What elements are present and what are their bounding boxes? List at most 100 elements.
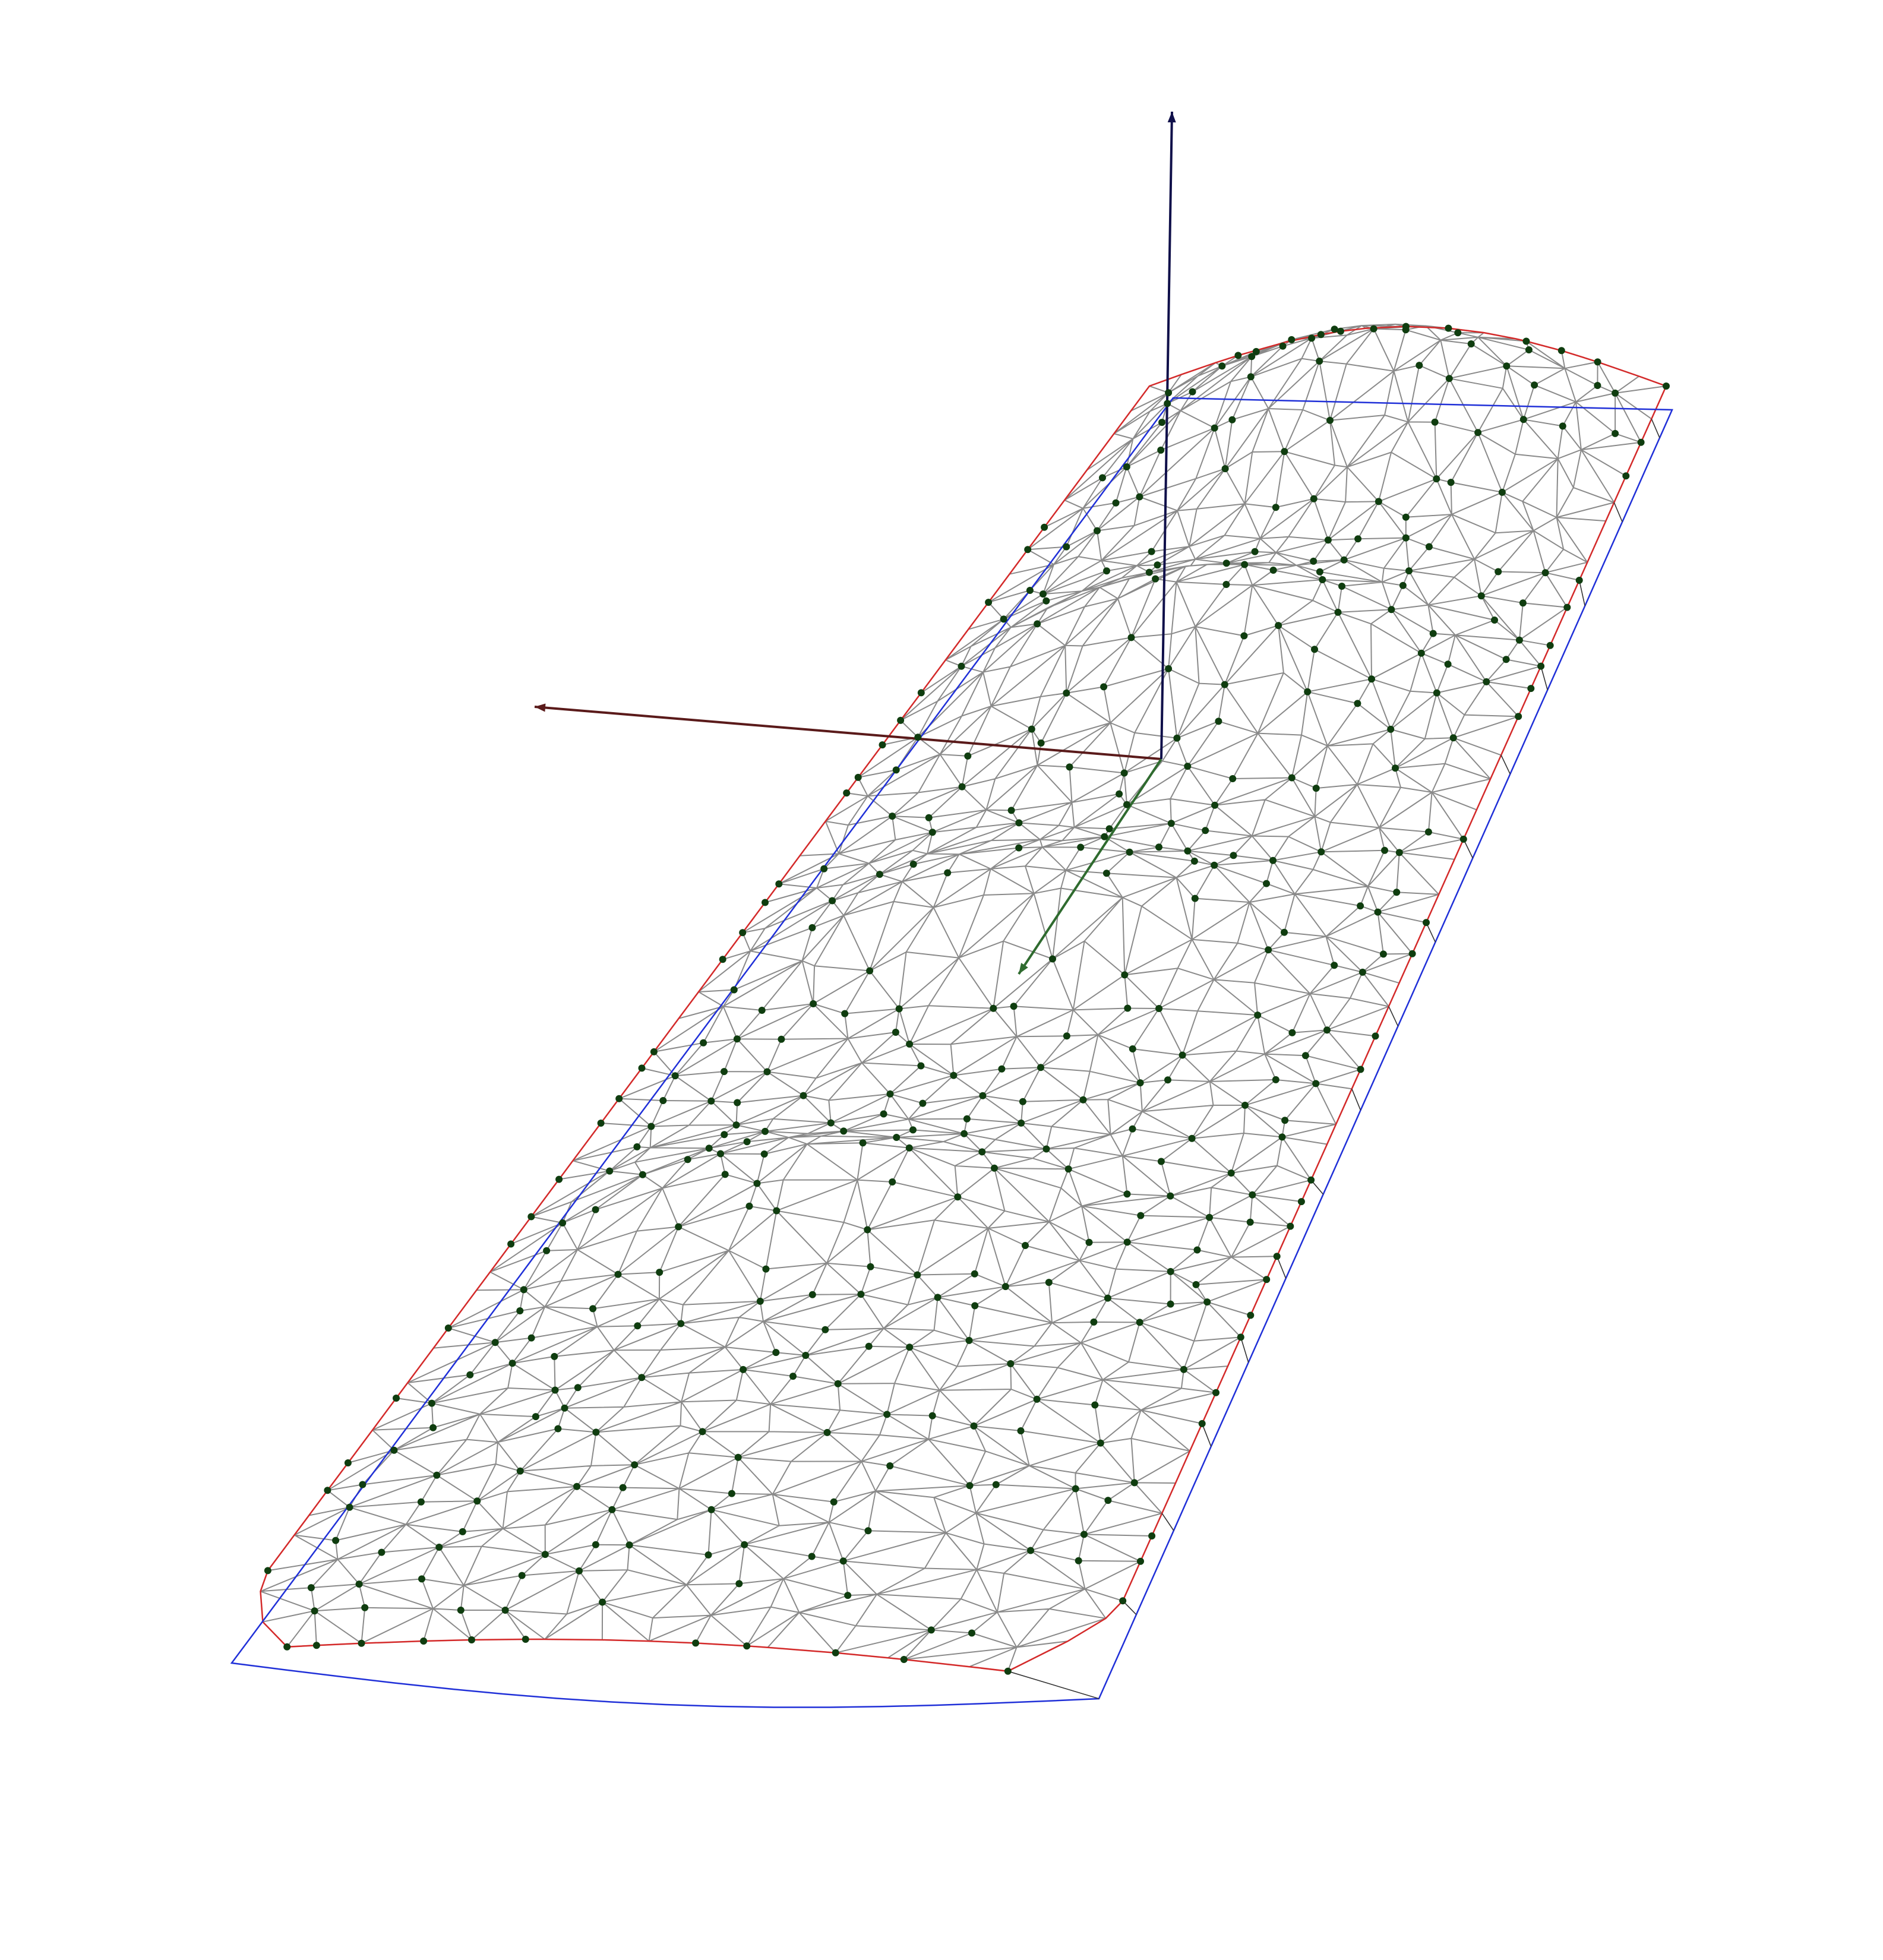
mesh-vertex bbox=[843, 789, 851, 797]
mesh-vertex bbox=[1429, 630, 1437, 637]
mesh-vertex bbox=[1575, 577, 1583, 584]
mesh-vertex bbox=[633, 1143, 641, 1150]
wall-edge bbox=[1500, 755, 1511, 774]
mesh-vertex bbox=[619, 1484, 627, 1491]
mesh-vertex bbox=[1112, 499, 1120, 507]
mesh-vertex bbox=[1041, 523, 1048, 531]
mesh-vertex bbox=[1408, 950, 1416, 957]
mesh-vertex bbox=[1100, 683, 1108, 691]
mesh-vertex bbox=[1104, 1497, 1112, 1504]
mesh-vertex bbox=[1130, 1479, 1138, 1487]
mesh-vertex bbox=[917, 689, 925, 697]
mesh-vertex bbox=[1072, 1485, 1079, 1493]
mesh-vertex bbox=[1379, 950, 1387, 958]
mesh-vertex bbox=[631, 1461, 639, 1469]
mesh-vertex bbox=[893, 1134, 901, 1141]
mesh-vertex bbox=[1179, 1051, 1186, 1059]
mesh-vertex bbox=[1105, 825, 1113, 833]
wall-edge bbox=[1651, 418, 1660, 438]
mesh-vertex bbox=[917, 1062, 925, 1070]
mesh-vertex bbox=[659, 1097, 667, 1104]
axis-z-arrow bbox=[1167, 112, 1176, 123]
mesh-vertex bbox=[1164, 1076, 1171, 1084]
mesh-vertex bbox=[634, 1322, 642, 1330]
mesh-vertex bbox=[1272, 504, 1279, 511]
mesh-vertex bbox=[971, 1270, 978, 1278]
mesh-vertex bbox=[1402, 513, 1410, 521]
mesh-vertex bbox=[1405, 567, 1413, 575]
terrain-mesh bbox=[260, 323, 1667, 1672]
mesh-vertex bbox=[820, 865, 828, 872]
mesh-vertex bbox=[1099, 474, 1106, 482]
mesh-vertex bbox=[1167, 1192, 1174, 1200]
wall-edge bbox=[1240, 1337, 1249, 1363]
mesh-vertex bbox=[1129, 1125, 1136, 1133]
mesh-vertex bbox=[979, 1092, 987, 1099]
mesh-vertex bbox=[1316, 568, 1323, 576]
mesh-vertex bbox=[895, 1005, 903, 1013]
mesh-vertex bbox=[1004, 1667, 1012, 1675]
mesh-vertex bbox=[1037, 1064, 1044, 1071]
mesh-vertex bbox=[906, 1343, 914, 1351]
mesh-vertex bbox=[965, 1336, 973, 1344]
mesh-vertex bbox=[1445, 324, 1452, 332]
mesh-vertex bbox=[1184, 847, 1192, 855]
mesh-vertex bbox=[1026, 587, 1034, 594]
mesh-vertex bbox=[516, 1307, 524, 1314]
axis-y-line bbox=[1018, 758, 1162, 975]
mesh-vertex bbox=[721, 1131, 728, 1139]
mesh-vertex bbox=[264, 1567, 271, 1575]
mesh-vertex bbox=[1433, 689, 1440, 697]
mesh-vertex bbox=[1034, 620, 1041, 628]
mesh-vertex bbox=[1402, 323, 1410, 330]
mesh-vertex bbox=[1193, 1246, 1201, 1254]
mesh-vertex bbox=[1495, 568, 1502, 576]
mesh-vertex bbox=[1123, 1190, 1131, 1198]
mesh-vertex bbox=[1368, 675, 1375, 683]
mesh-vertex bbox=[1287, 1222, 1294, 1230]
mesh-vertex bbox=[1331, 962, 1338, 969]
mesh-vertex bbox=[1251, 548, 1259, 555]
mesh-vertex bbox=[1090, 1318, 1098, 1326]
mesh-vertex bbox=[638, 1064, 646, 1072]
mesh-vertex bbox=[1541, 569, 1549, 577]
mesh-vertex bbox=[1123, 1238, 1131, 1246]
mesh-vertex bbox=[1240, 632, 1248, 640]
mesh-vertex bbox=[1467, 340, 1475, 347]
mesh-vertex bbox=[1307, 1176, 1315, 1184]
mesh-vertex bbox=[1119, 1597, 1127, 1605]
mesh-vertex bbox=[358, 1639, 365, 1647]
mesh-vertex bbox=[1248, 353, 1256, 361]
mesh-vertex bbox=[1522, 337, 1530, 345]
mesh-vertex bbox=[1123, 463, 1130, 470]
mesh-vertex bbox=[1001, 1283, 1009, 1291]
mesh-vertex bbox=[909, 861, 917, 868]
wall-edge bbox=[1540, 666, 1548, 690]
mesh-vertex bbox=[1097, 1439, 1104, 1447]
mesh-vertex bbox=[704, 1551, 712, 1558]
mesh-vertex bbox=[468, 1636, 475, 1643]
mesh-vertex bbox=[883, 1411, 891, 1418]
mesh-vertex bbox=[1425, 543, 1433, 551]
mesh-vertex bbox=[1241, 561, 1249, 568]
mesh-vertex bbox=[1454, 329, 1462, 337]
mesh-vertex bbox=[1192, 1281, 1200, 1288]
mesh-vertex bbox=[1123, 801, 1130, 808]
mesh-vertex bbox=[928, 829, 936, 836]
mesh-vertex bbox=[1265, 946, 1272, 954]
mesh-vertex bbox=[992, 1481, 1000, 1488]
mesh-vertex bbox=[1184, 763, 1192, 770]
mesh-vertex bbox=[1424, 828, 1432, 836]
mesh-vertex bbox=[1263, 1276, 1271, 1284]
mesh-vertex bbox=[1354, 700, 1361, 707]
mesh-vertex bbox=[1594, 358, 1601, 366]
mesh-vertex bbox=[1447, 479, 1455, 486]
mesh-vertex bbox=[433, 1471, 441, 1479]
mesh-vertex bbox=[1063, 1032, 1070, 1040]
mesh-vertex bbox=[743, 1138, 751, 1146]
mesh-vertex bbox=[1281, 928, 1288, 936]
mesh-vertex bbox=[1188, 1134, 1196, 1142]
mesh-vertex bbox=[1019, 1098, 1026, 1105]
